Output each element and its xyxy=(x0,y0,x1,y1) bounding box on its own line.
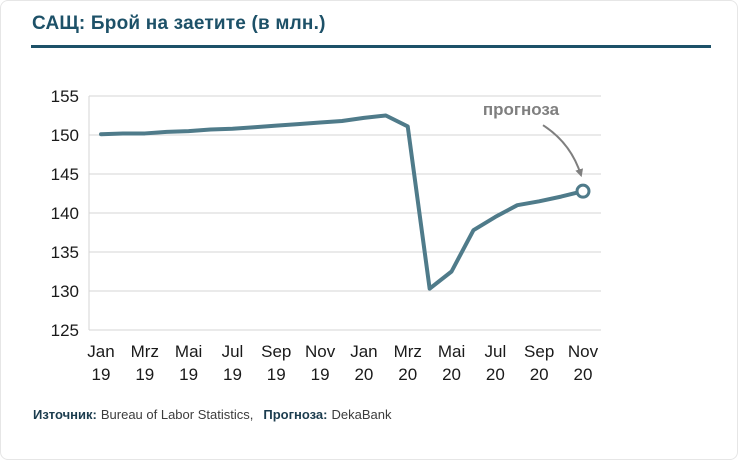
employment-line xyxy=(99,113,585,291)
x-axis-month-label: Mrz xyxy=(394,342,422,361)
forecast-marker xyxy=(575,183,591,199)
x-axis-year-label: 19 xyxy=(311,365,330,384)
y-axis-label: 140 xyxy=(51,204,79,223)
x-axis-year-label: 20 xyxy=(442,365,461,384)
x-axis-year-label: 19 xyxy=(135,365,154,384)
x-axis-year-label: 20 xyxy=(530,365,549,384)
x-axis-month-label: Mai xyxy=(175,342,202,361)
x-axis-year-label: 20 xyxy=(574,365,593,384)
y-axis-label: 135 xyxy=(51,243,79,262)
x-axis-month-label: Jul xyxy=(222,342,244,361)
x-axis-month-label: Nov xyxy=(305,342,336,361)
footer: Източник: Bureau of Labor Statistics, Прог… xyxy=(33,407,391,422)
x-axis-month-label: Mai xyxy=(438,342,465,361)
source-label: Източник: xyxy=(33,407,97,422)
x-axis-year-label: 19 xyxy=(92,365,111,384)
x-axis-year-label: 19 xyxy=(179,365,198,384)
x-axis-month-label: Sep xyxy=(524,342,554,361)
x-axis-year-label: 19 xyxy=(267,365,286,384)
title-divider xyxy=(31,45,711,48)
x-axis-month-label: Jan xyxy=(87,342,114,361)
y-axis-label: 145 xyxy=(51,165,79,184)
x-axis-month-label: Jan xyxy=(350,342,377,361)
x-axis-month-label: Sep xyxy=(261,342,291,361)
source-value: Bureau of Labor Statistics, xyxy=(100,407,254,422)
forecast-annotation-label: прогноза xyxy=(483,100,560,119)
x-axis-year-label: 20 xyxy=(354,365,373,384)
x-axis-month-label: Jul xyxy=(484,342,506,361)
forecast-label: Прогноза: xyxy=(263,407,328,422)
y-axis-label: 130 xyxy=(51,282,79,301)
y-axis-label: 125 xyxy=(51,321,79,340)
x-axis-month-label: Mrz xyxy=(131,342,159,361)
page-title: САЩ: Брой на заетите (в млн.) xyxy=(32,13,326,34)
forecast-arrow xyxy=(542,124,584,178)
employment-chart: 125 130 135 140 145 150 155 Jan 19 Mrz 19 Mai 19 Jul 1… xyxy=(31,59,711,391)
x-axis-year-label: 19 xyxy=(223,365,242,384)
x-axis-month-label: Nov xyxy=(568,342,599,361)
y-axis-label: 155 xyxy=(51,87,79,106)
x-axis-year-label: 20 xyxy=(486,365,505,384)
forecast-value: DekaBank xyxy=(331,407,392,422)
y-axis-label: 150 xyxy=(51,126,79,145)
chart-canvas: 125 130 135 140 145 150 155 Jan 19 Mrz 19 Mai 19 Jul 1… xyxy=(51,87,601,384)
x-axis-year-label: 20 xyxy=(398,365,417,384)
